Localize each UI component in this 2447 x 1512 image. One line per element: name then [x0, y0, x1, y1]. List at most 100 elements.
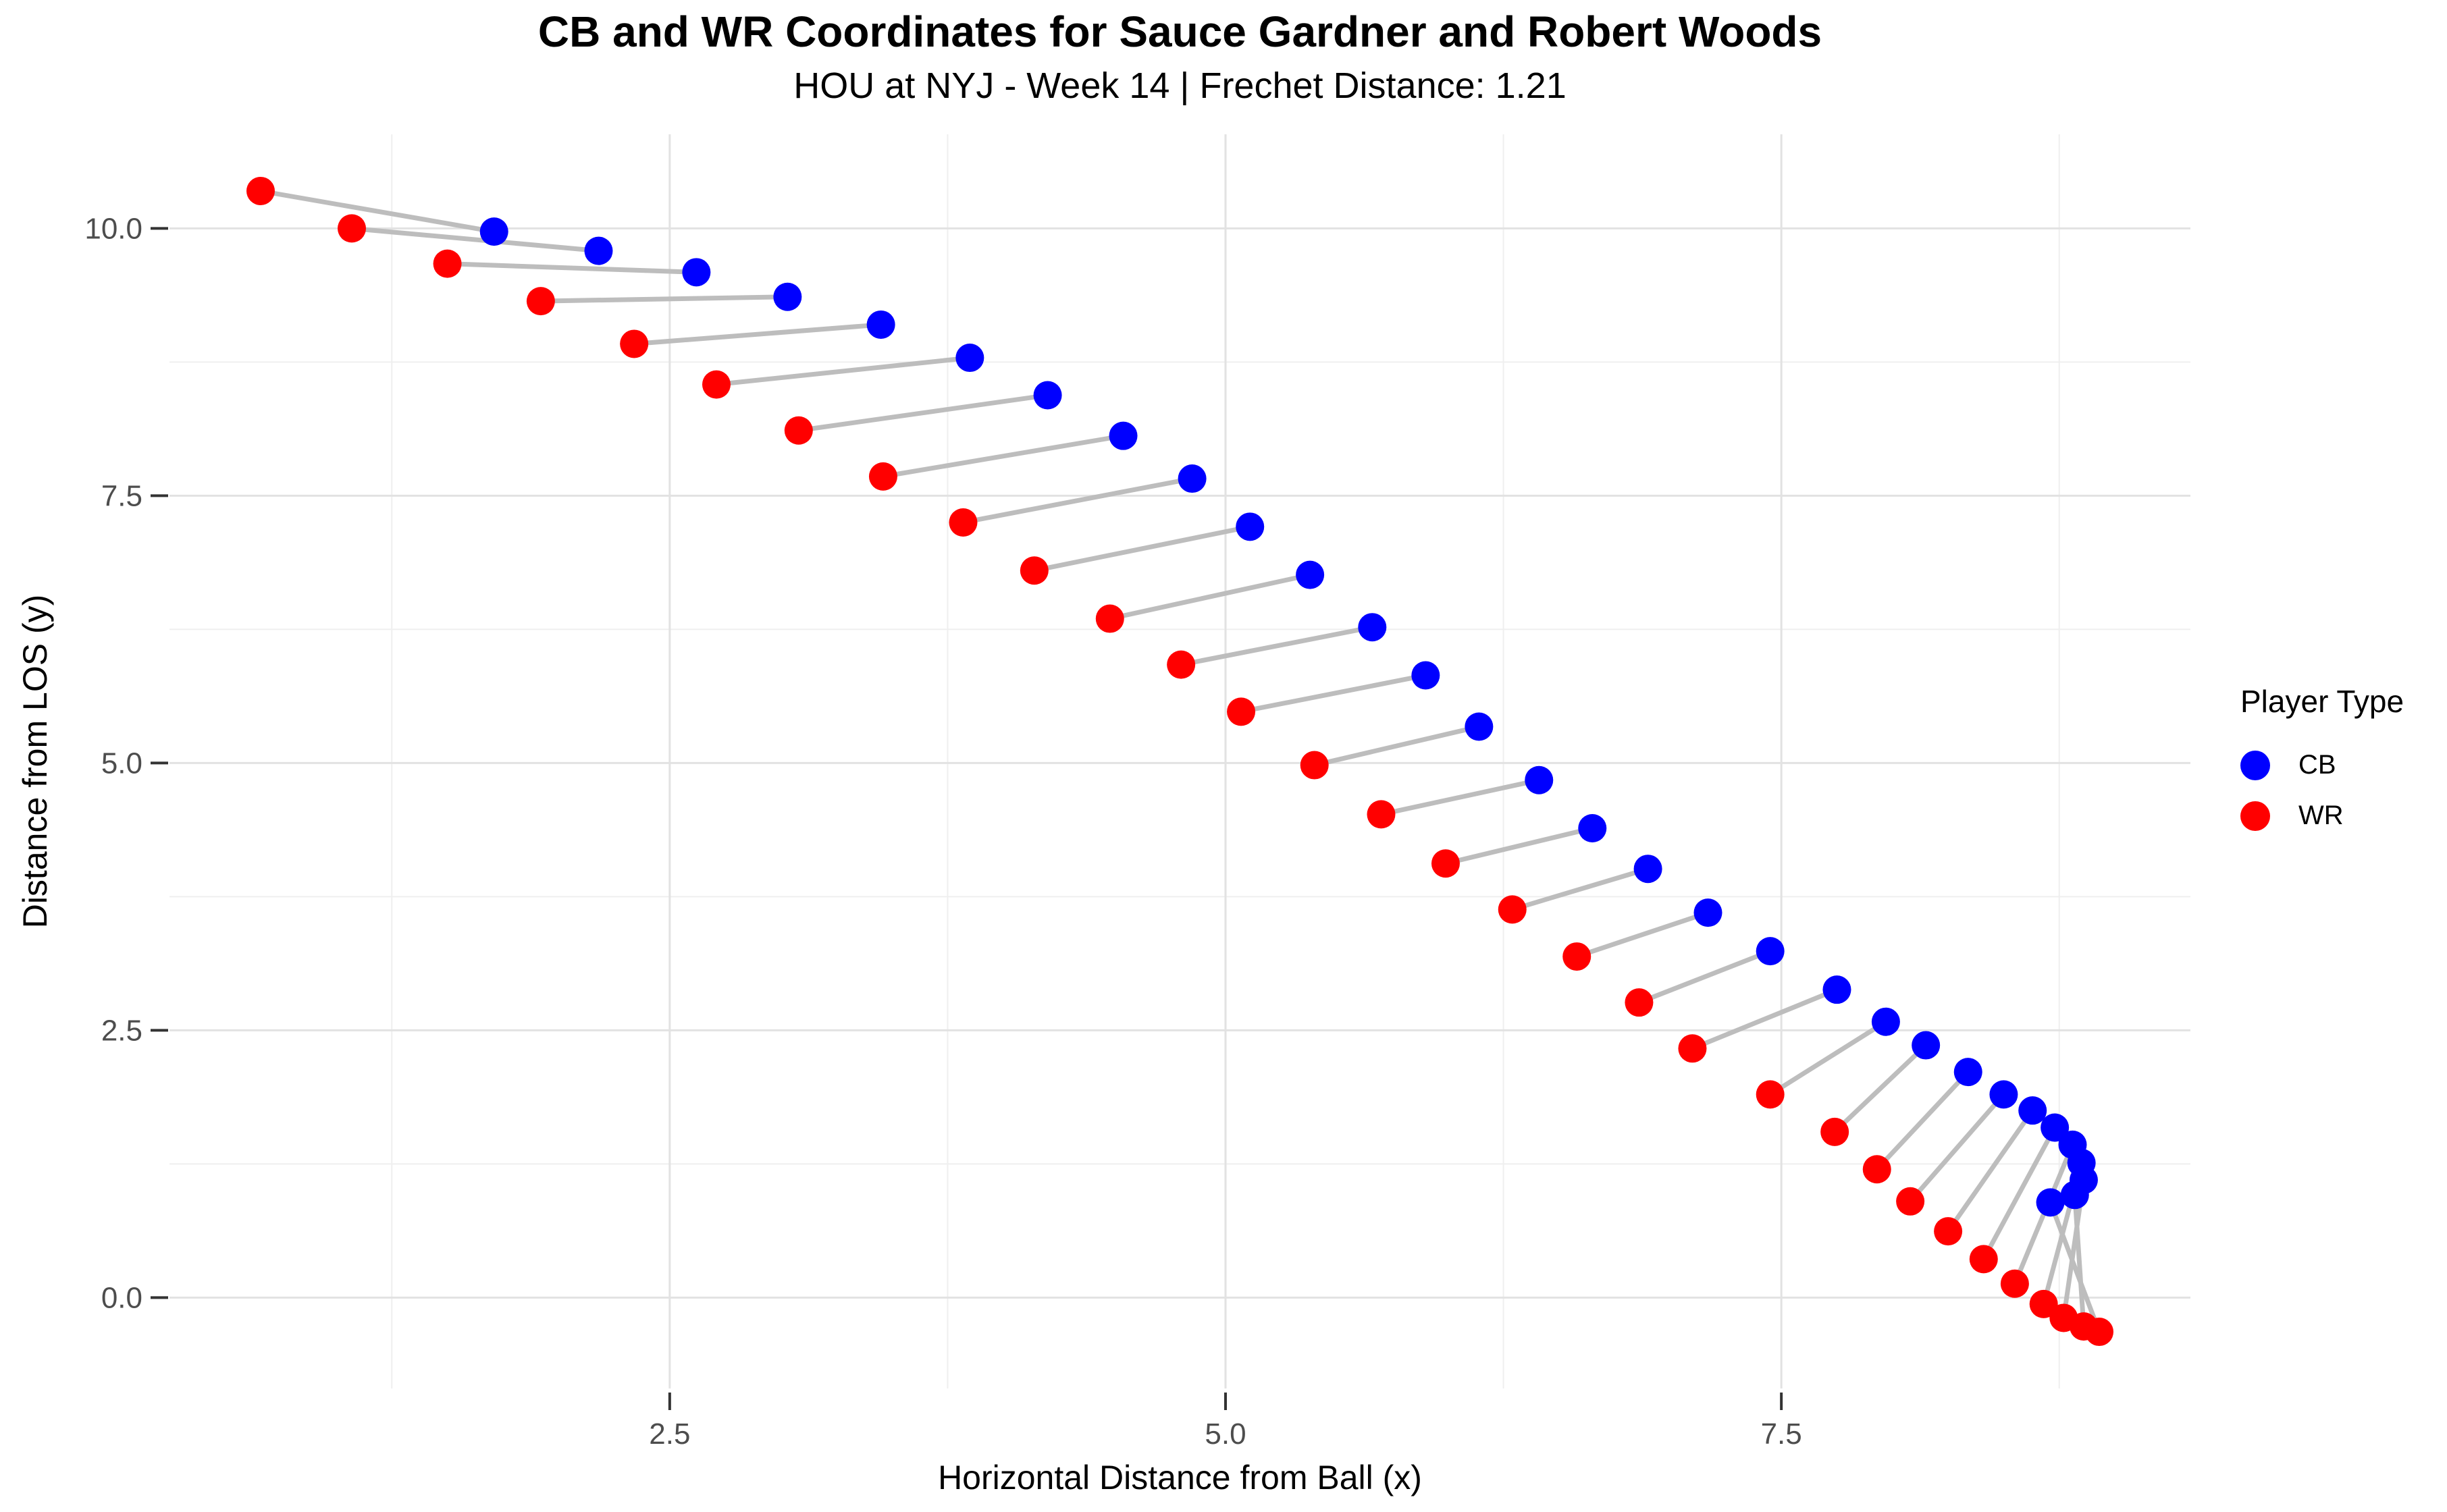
y-tick-label: 0.0 — [101, 1281, 142, 1314]
pair-segment — [1691, 987, 1838, 1051]
wr-point — [1562, 942, 1591, 971]
pair-segment — [1109, 572, 1311, 621]
cb-point — [1912, 1031, 1941, 1060]
cb-point — [1411, 661, 1440, 690]
chart-subtitle: HOU at NYJ - Week 14 | Frechet Distance:… — [793, 65, 1567, 106]
cb-point — [1693, 898, 1722, 927]
cb-point — [1525, 765, 1554, 794]
pair-segment — [447, 261, 697, 275]
legend-item-label: CB — [2298, 750, 2336, 780]
y-axis-title: Distance from LOS (y) — [16, 594, 54, 929]
wr-point — [1367, 800, 1396, 829]
cb-point — [1296, 560, 1325, 589]
cb-point — [2060, 1181, 2089, 1210]
cb-point — [1756, 937, 1785, 966]
cb-point — [2041, 1113, 2070, 1142]
x-axis-title: Horizontal Distance from Ball (x) — [938, 1459, 1422, 1496]
wr-point — [1820, 1117, 1849, 1146]
cb-point — [1178, 464, 1207, 493]
wr-point — [1167, 650, 1196, 679]
cb-point — [479, 217, 508, 246]
cb-point — [1465, 712, 1494, 741]
wr-point — [433, 249, 462, 278]
pair-segment — [1180, 624, 1373, 668]
wr-point — [1969, 1245, 1998, 1274]
cb-point — [1871, 1007, 1900, 1036]
wr-point — [2029, 1289, 2058, 1318]
pair-segment — [2048, 1202, 2102, 1333]
pair-segment — [1380, 778, 1540, 817]
pair-segment — [716, 355, 970, 387]
pair-segment — [633, 322, 881, 346]
pair-segment — [351, 225, 599, 254]
pair-segment — [260, 188, 495, 234]
y-tick-label: 2.5 — [101, 1014, 142, 1047]
wr-point — [702, 370, 731, 399]
wr-point — [1300, 751, 1329, 780]
wr-point — [1678, 1034, 1707, 1063]
wr-point — [1862, 1155, 1891, 1184]
wr-point — [1625, 988, 1654, 1017]
wr-point — [1934, 1217, 1963, 1246]
wr-point — [1431, 849, 1460, 878]
pair-segment — [1638, 948, 1771, 1005]
pair-segment — [1240, 673, 1427, 714]
pair-segment — [2072, 1195, 2086, 1327]
pair-segment — [962, 476, 1193, 525]
pair-segment — [1908, 1093, 2006, 1204]
wr-point — [1896, 1187, 1925, 1216]
wr-point — [1095, 604, 1124, 633]
x-tick-label: 7.5 — [1761, 1418, 1802, 1451]
legend-item-cb: CB — [2240, 740, 2404, 790]
y-tick-label: 7.5 — [101, 479, 142, 512]
x-tick-label: 2.5 — [649, 1418, 690, 1451]
wr-point — [1020, 556, 1049, 585]
cb-point — [1989, 1080, 2018, 1109]
cb-point — [682, 258, 711, 287]
cb-point — [1953, 1058, 1982, 1087]
pair-segment — [1511, 866, 1649, 912]
pair-segment — [1576, 910, 1709, 959]
pair-segment — [1981, 1126, 2057, 1261]
cb-point — [1578, 813, 1607, 842]
cb-point — [2018, 1096, 2047, 1125]
chart-title: CB and WR Coordinates for Sauce Gardner … — [537, 7, 1822, 56]
wr-point — [2085, 1318, 2114, 1347]
legend: Player Type CB WR — [2240, 683, 2404, 841]
cb-point — [584, 236, 613, 265]
wr-legend-swatch-icon — [2240, 801, 2270, 831]
cb-point — [1033, 381, 1062, 410]
wr-point — [784, 416, 813, 445]
wr-point — [949, 508, 978, 537]
cb-point — [1236, 512, 1265, 541]
cb-point — [1358, 613, 1387, 642]
wr-point — [526, 287, 555, 316]
wr-point — [620, 329, 649, 358]
wr-point — [1227, 697, 1256, 726]
wr-point — [246, 176, 275, 205]
cb-point — [1822, 975, 1851, 1004]
wr-point — [2000, 1269, 2029, 1298]
cb-point — [866, 310, 895, 339]
cb-point — [1633, 855, 1662, 884]
pair-segment — [1313, 724, 1480, 767]
pair-segment — [1875, 1070, 1970, 1171]
wr-point — [337, 214, 366, 243]
pair-segment — [1768, 1019, 1887, 1097]
legend-title: Player Type — [2240, 684, 2404, 719]
cb-point — [773, 282, 802, 311]
pair-segment — [798, 393, 1049, 433]
wr-point — [1498, 895, 1527, 924]
wr-point — [868, 462, 897, 491]
pair-segment — [1445, 826, 1594, 866]
x-tick-label: 5.0 — [1205, 1418, 1246, 1451]
y-tick-label: 10.0 — [84, 212, 142, 245]
pair-segment — [540, 294, 788, 304]
pair-segment — [883, 433, 1124, 479]
pair-segment — [1833, 1044, 1928, 1134]
pair-segment — [1946, 1109, 2035, 1233]
legend-item-wr: WR — [2240, 790, 2404, 841]
cb-point — [955, 344, 984, 373]
